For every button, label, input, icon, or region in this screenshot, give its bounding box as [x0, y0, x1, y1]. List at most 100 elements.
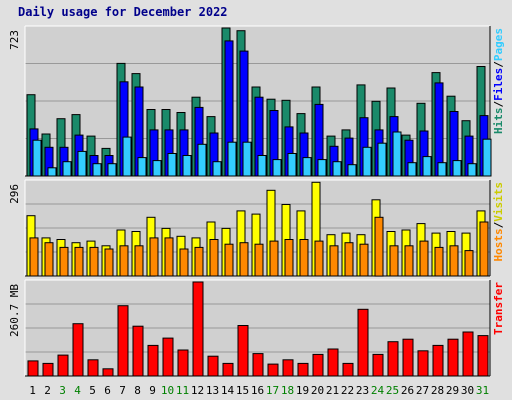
- series-label-part: /: [492, 101, 505, 108]
- day-label: 5: [89, 384, 96, 397]
- day-label: 15: [236, 384, 249, 397]
- bar-pages-day-11: [182, 155, 192, 177]
- bar-hosts-day-15: [239, 242, 249, 277]
- bar-hosts-day-20: [314, 240, 324, 277]
- day-label: 3: [59, 384, 66, 397]
- bar-transfer-day-31: [477, 335, 489, 377]
- bar-pages-day-10: [167, 153, 177, 177]
- bar-transfer-day-18: [282, 359, 294, 377]
- bar-hosts-day-19: [299, 239, 309, 277]
- day-label: 1: [29, 384, 36, 397]
- bar-hosts-day-8: [134, 245, 144, 277]
- bar-hosts-day-1: [29, 237, 39, 277]
- day-label: 10: [161, 384, 174, 397]
- day-label: 4: [74, 384, 81, 397]
- day-label: 23: [356, 384, 369, 397]
- bar-pages-day-8: [137, 157, 147, 177]
- bar-transfer-day-22: [342, 362, 354, 377]
- bar-hosts-day-21: [329, 245, 339, 277]
- bar-pages-day-17: [272, 159, 282, 177]
- bar-hosts-day-6: [104, 248, 114, 277]
- bar-pages-day-22: [347, 164, 357, 177]
- day-label: 22: [341, 384, 354, 397]
- bar-hosts-day-27: [419, 240, 429, 277]
- bar-hosts-day-24: [374, 216, 384, 277]
- bar-transfer-day-21: [327, 348, 339, 377]
- bar-pages-day-27: [422, 156, 432, 177]
- bar-transfer-day-23: [357, 308, 369, 377]
- series-label-part: Hits: [492, 108, 505, 135]
- day-label: 30: [461, 384, 474, 397]
- bar-hosts-day-28: [434, 246, 444, 277]
- bar-transfer-day-11: [177, 349, 189, 377]
- panel-max-label: 260.7 MB: [8, 284, 21, 337]
- bar-transfer-day-9: [147, 344, 159, 377]
- bar-transfer-day-3: [57, 354, 69, 377]
- panel-transfer: 260.7 MB Transfer: [8, 279, 505, 377]
- bar-hosts-day-2: [44, 242, 54, 277]
- bar-transfer-day-7: [117, 305, 129, 377]
- bar-pages-day-23: [362, 146, 372, 177]
- bar-transfer-day-15: [237, 325, 249, 377]
- bar-pages-day-14: [227, 141, 237, 177]
- bar-hosts-day-13: [209, 239, 219, 277]
- bar-pages-day-28: [437, 162, 447, 177]
- bar-pages-day-31: [482, 138, 492, 177]
- bar-hosts-day-7: [119, 245, 129, 277]
- bar-hosts-day-9: [149, 237, 159, 277]
- day-label: 21: [326, 384, 339, 397]
- bar-pages-day-18: [287, 153, 297, 177]
- series-label-part: Files: [492, 68, 505, 101]
- bar-pages-day-24: [377, 142, 387, 177]
- bar-hosts-day-3: [59, 246, 69, 277]
- day-label: 7: [119, 384, 126, 397]
- bar-pages-day-4: [77, 150, 87, 177]
- series-label-part: /: [492, 221, 505, 228]
- day-label: 31: [476, 384, 489, 397]
- bar-pages-day-20: [317, 159, 327, 177]
- day-label: 24: [371, 384, 385, 397]
- bar-transfer-day-20: [312, 353, 324, 377]
- bar-transfer-day-5: [87, 359, 99, 377]
- bar-pages-day-16: [257, 155, 267, 177]
- day-label: 9: [149, 384, 156, 397]
- bar-hosts-day-5: [89, 246, 99, 277]
- day-label: 26: [401, 384, 414, 397]
- bar-transfer-day-13: [207, 355, 219, 377]
- bar-hosts-day-4: [74, 246, 84, 277]
- bar-transfer-day-24: [372, 353, 384, 377]
- bar-transfer-day-26: [402, 338, 414, 377]
- bar-hosts-day-22: [344, 242, 354, 277]
- bar-pages-day-19: [302, 157, 312, 177]
- series-hosts: [29, 216, 489, 277]
- bar-transfer-day-29: [447, 338, 459, 377]
- bar-pages-day-5: [92, 163, 102, 177]
- series-label-part: /: [492, 61, 505, 68]
- day-label: 18: [281, 384, 294, 397]
- bar-transfer-day-14: [222, 362, 234, 377]
- day-label: 13: [206, 384, 219, 397]
- bar-transfer-day-30: [462, 331, 474, 377]
- bar-pages-day-13: [212, 161, 222, 177]
- series-label-part: Pages: [492, 28, 505, 61]
- bar-pages-day-9: [152, 160, 162, 177]
- panel-series-label: Hits/Files/Pages: [492, 28, 505, 134]
- bar-pages-day-25: [392, 131, 402, 177]
- series-transfer: [27, 281, 489, 377]
- day-label: 27: [416, 384, 429, 397]
- bar-hosts-day-25: [389, 245, 399, 277]
- day-label: 28: [431, 384, 444, 397]
- bar-pages-day-12: [197, 143, 207, 177]
- bar-transfer-day-1: [27, 360, 39, 377]
- bar-transfer-day-2: [42, 362, 54, 377]
- day-axis-labels: 1 2 3 4 5 6 7 8 9 10 11 12 13 14 15 16 17 18 19 20 21 22 23 24 2…: [29, 384, 489, 397]
- bar-pages-day-7: [122, 136, 132, 177]
- series-label-part: Visits: [492, 182, 505, 222]
- bar-hosts-day-16: [254, 243, 264, 277]
- day-label: 19: [296, 384, 309, 397]
- bar-files-day-28: [434, 82, 444, 177]
- bar-transfer-day-16: [252, 353, 264, 377]
- panel-max-label: 296: [8, 184, 21, 204]
